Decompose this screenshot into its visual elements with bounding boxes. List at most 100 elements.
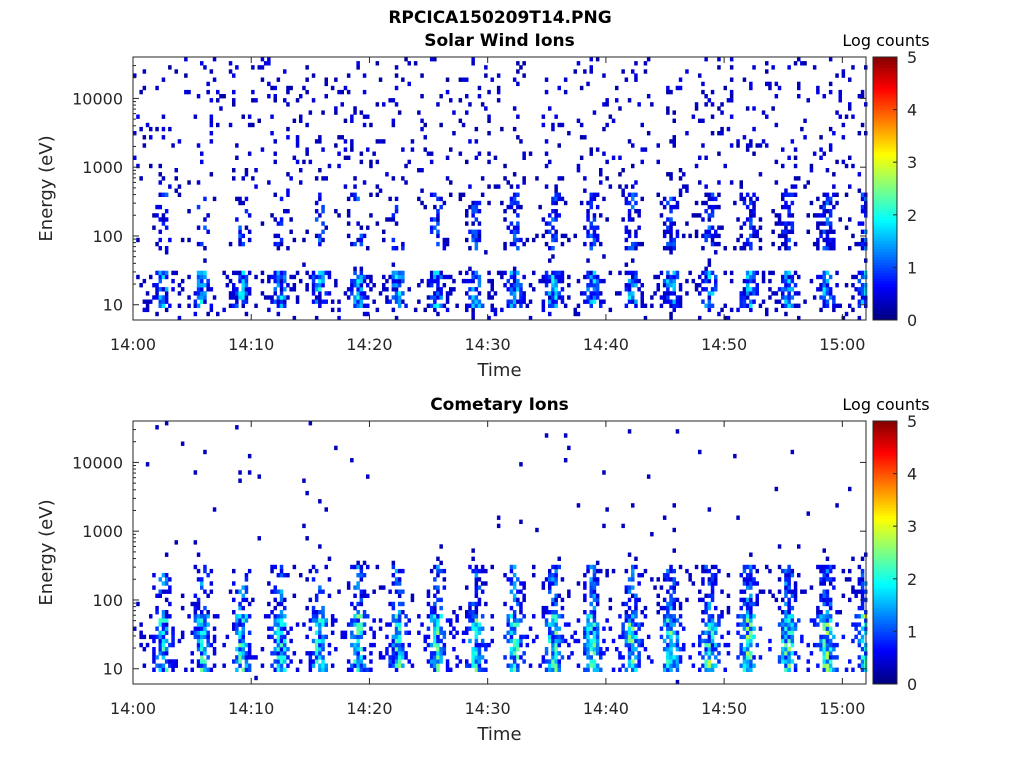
heatmap-cell	[174, 540, 178, 545]
heatmap-cell	[164, 626, 169, 631]
heatmap-cell	[238, 229, 242, 234]
colorbar-segment	[873, 301, 897, 305]
heatmap-cell	[212, 626, 217, 631]
heatmap-cell	[174, 659, 178, 664]
heatmap-cell	[509, 614, 514, 619]
heatmap-cell	[417, 614, 421, 619]
heatmap-cell	[675, 638, 680, 644]
heatmap-cell	[570, 651, 574, 656]
heatmap-cell	[522, 176, 526, 181]
heatmap-cell	[283, 295, 287, 300]
heatmap-cell	[200, 618, 204, 623]
heatmap-cell	[522, 614, 526, 619]
heatmap-cell	[790, 634, 795, 640]
heatmap-cell	[828, 626, 833, 631]
heatmap-cell	[145, 642, 150, 648]
heatmap-cell	[857, 188, 862, 193]
heatmap-cell	[669, 283, 673, 288]
heatmap-cell	[640, 291, 644, 296]
heatmap-cell	[583, 610, 587, 615]
heatmap-cell	[177, 139, 182, 144]
heatmap-cell	[595, 274, 600, 280]
heatmap-cell	[742, 135, 747, 140]
heatmap-cell	[369, 163, 373, 169]
heatmap-cell	[672, 577, 676, 582]
heatmap-cell	[241, 634, 245, 640]
y-tick-label: 10	[103, 660, 123, 679]
heatmap-cell	[627, 638, 632, 644]
heatmap-cell	[745, 564, 750, 570]
heatmap-cell	[228, 291, 233, 296]
heatmap-cell	[710, 213, 715, 218]
heatmap-cell	[541, 605, 546, 611]
colorbar-segment	[873, 96, 897, 100]
colorbar-segment	[873, 72, 897, 76]
heatmap-cell	[164, 295, 169, 300]
colorbar-segment	[873, 185, 897, 189]
heatmap-cell	[828, 655, 833, 660]
heatmap-cell	[267, 94, 271, 99]
heatmap-cell	[503, 217, 507, 222]
heatmap-cell	[576, 311, 581, 317]
heatmap-cell	[397, 303, 402, 308]
heatmap-cell	[819, 597, 823, 603]
heatmap-cell	[302, 622, 306, 627]
heatmap-cell	[557, 614, 561, 619]
heatmap-cell	[397, 630, 402, 635]
heatmap-cell	[273, 139, 277, 144]
colorbar-tick-label: 5	[907, 412, 917, 431]
heatmap-cell	[841, 135, 846, 140]
heatmap-cell	[835, 159, 839, 165]
heatmap-cell	[158, 634, 162, 640]
heatmap-cell	[860, 556, 865, 561]
colorbar-segment	[873, 678, 897, 682]
heatmap-cell	[311, 283, 316, 288]
heatmap-cell	[669, 311, 673, 317]
heatmap-cell	[656, 274, 660, 280]
heatmap-cell	[171, 634, 175, 640]
heatmap-cell	[196, 291, 201, 296]
heatmap-cell	[436, 589, 440, 594]
heatmap-cell	[321, 618, 325, 623]
heatmap-cell	[745, 663, 750, 668]
heatmap-cell	[710, 667, 715, 672]
heatmap-cell	[787, 630, 791, 635]
heatmap-cell	[726, 651, 731, 656]
heatmap-cell	[225, 634, 230, 640]
heatmap-cell	[362, 274, 367, 280]
heatmap-cell	[828, 209, 833, 214]
heatmap-cell	[353, 106, 357, 111]
colorbar-segment	[873, 539, 897, 543]
heatmap-cell	[666, 568, 670, 574]
heatmap-cell	[512, 667, 517, 672]
heatmap-cell	[611, 155, 616, 160]
heatmap-cell	[359, 659, 364, 664]
heatmap-cell	[726, 98, 731, 103]
heatmap-cell	[512, 274, 517, 280]
heatmap-cell	[592, 605, 597, 611]
heatmap-cell	[860, 659, 865, 664]
heatmap-cell	[615, 291, 619, 296]
heatmap-cell	[669, 89, 673, 95]
heatmap-cell	[139, 283, 143, 288]
heatmap-cell	[397, 593, 402, 598]
heatmap-cell	[196, 295, 201, 300]
heatmap-cell	[631, 278, 635, 284]
heatmap-cell	[394, 577, 399, 582]
heatmap-cell	[643, 568, 648, 574]
heatmap-cell	[193, 564, 198, 570]
heatmap-cell	[806, 659, 810, 664]
heatmap-cell	[177, 283, 182, 288]
heatmap-cell	[548, 610, 552, 615]
heatmap-cell	[627, 552, 632, 557]
heatmap-cell	[401, 147, 405, 152]
heatmap-cell	[353, 642, 357, 648]
heatmap-cell	[793, 163, 798, 169]
heatmap-cell	[755, 581, 759, 586]
heatmap-cell	[279, 659, 284, 664]
heatmap-cell	[563, 638, 568, 644]
heatmap-cell	[487, 131, 491, 136]
heatmap-cell	[672, 601, 676, 607]
heatmap-cell	[659, 295, 664, 300]
heatmap-cell	[563, 303, 568, 308]
